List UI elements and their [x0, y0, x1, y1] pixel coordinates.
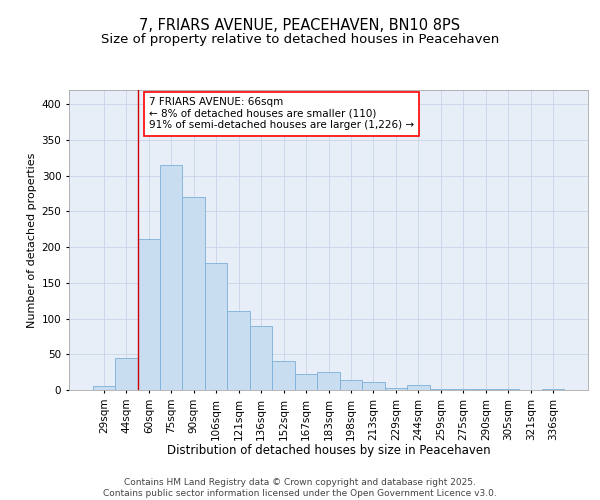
Text: 7 FRIARS AVENUE: 66sqm
← 8% of detached houses are smaller (110)
91% of semi-det: 7 FRIARS AVENUE: 66sqm ← 8% of detached … — [149, 97, 414, 130]
Bar — [272, 362, 295, 390]
X-axis label: Distribution of detached houses by size in Peacehaven: Distribution of detached houses by size … — [167, 444, 490, 457]
Bar — [227, 312, 250, 390]
Y-axis label: Number of detached properties: Number of detached properties — [28, 152, 37, 328]
Bar — [497, 388, 520, 390]
Bar — [205, 263, 227, 390]
Bar — [115, 358, 137, 390]
Bar — [182, 197, 205, 390]
Bar — [430, 388, 452, 390]
Text: Size of property relative to detached houses in Peacehaven: Size of property relative to detached ho… — [101, 32, 499, 46]
Bar — [92, 386, 115, 390]
Text: 7, FRIARS AVENUE, PEACEHAVEN, BN10 8PS: 7, FRIARS AVENUE, PEACEHAVEN, BN10 8PS — [139, 18, 461, 32]
Text: Contains HM Land Registry data © Crown copyright and database right 2025.
Contai: Contains HM Land Registry data © Crown c… — [103, 478, 497, 498]
Bar — [137, 238, 160, 390]
Bar — [250, 326, 272, 390]
Bar — [295, 374, 317, 390]
Bar — [160, 165, 182, 390]
Bar — [385, 388, 407, 390]
Bar — [362, 382, 385, 390]
Bar — [340, 380, 362, 390]
Bar — [542, 388, 565, 390]
Bar — [317, 372, 340, 390]
Bar — [407, 385, 430, 390]
